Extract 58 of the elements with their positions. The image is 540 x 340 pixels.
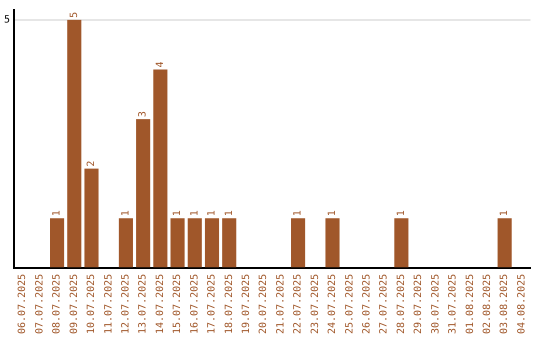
x-tick-label: 09.07.2025 [68, 274, 80, 334]
bar [136, 119, 150, 268]
data-label: 4 [154, 61, 166, 68]
x-tick-label: 18.07.2025 [224, 274, 235, 334]
bar [325, 218, 340, 268]
bar [153, 69, 168, 268]
x-tick-label: 15.07.2025 [172, 274, 184, 334]
x-tick-label: 24.07.2025 [327, 274, 338, 334]
bar [394, 218, 408, 268]
x-tick-label: 29.07.2025 [413, 274, 424, 334]
x-tick-label: 13.07.2025 [138, 274, 149, 334]
bar [498, 218, 512, 268]
data-label: 3 [138, 111, 149, 118]
bar [84, 168, 99, 268]
data-label: 1 [396, 210, 407, 216]
x-tick-label: 01.08.2025 [464, 274, 476, 334]
x-tick-label: 30.07.2025 [430, 274, 442, 334]
x-tick-label: 10.07.2025 [86, 274, 98, 334]
bar [67, 20, 82, 268]
data-label: 1 [499, 210, 510, 216]
x-tick-label: 26.07.2025 [362, 274, 373, 334]
x-tick-label: 20.07.2025 [258, 274, 270, 334]
x-tick-label: 06.07.2025 [17, 274, 28, 334]
x-tick-label: 27.07.2025 [378, 274, 390, 334]
x-tick-label: 31.07.2025 [448, 274, 459, 334]
x-tick-label: 03.08.2025 [499, 274, 510, 334]
x-tick-label: 22.07.2025 [292, 274, 304, 334]
x-tick-label: 28.07.2025 [396, 274, 407, 334]
x-tick-label: 08.07.2025 [52, 274, 63, 334]
x-tick-label: 19.07.2025 [241, 274, 252, 334]
x-tick-label: 23.07.2025 [310, 274, 321, 334]
x-tick-label: 07.07.2025 [34, 274, 46, 334]
x-tick-label: 14.07.2025 [154, 274, 166, 334]
bar [291, 218, 306, 268]
data-label: 2 [86, 160, 98, 167]
data-label: 1 [52, 210, 63, 216]
data-label: 1 [327, 210, 338, 216]
x-tick-label: 04.08.2025 [516, 274, 528, 334]
x-tick-label: 21.07.2025 [275, 274, 286, 334]
bar [118, 218, 133, 268]
x-tick-label: 11.07.2025 [103, 274, 114, 334]
bar [204, 218, 220, 268]
data-label: 1 [206, 210, 218, 216]
data-label: 1 [224, 210, 235, 216]
data-label: 1 [120, 210, 132, 216]
x-tick-label: 17.07.2025 [206, 274, 218, 334]
x-tick-label: 25.07.2025 [344, 274, 356, 334]
bar [188, 218, 202, 268]
x-tick-label: 12.07.2025 [120, 274, 132, 334]
data-label: 1 [189, 210, 200, 216]
data-label: 1 [172, 210, 184, 216]
data-label: 1 [292, 210, 304, 216]
bar [50, 218, 64, 268]
x-tick-label: 02.08.2025 [482, 274, 494, 334]
x-tick-label: 16.07.2025 [189, 274, 200, 334]
bar [170, 218, 185, 268]
data-label: 5 [68, 12, 80, 18]
bar [222, 218, 236, 268]
